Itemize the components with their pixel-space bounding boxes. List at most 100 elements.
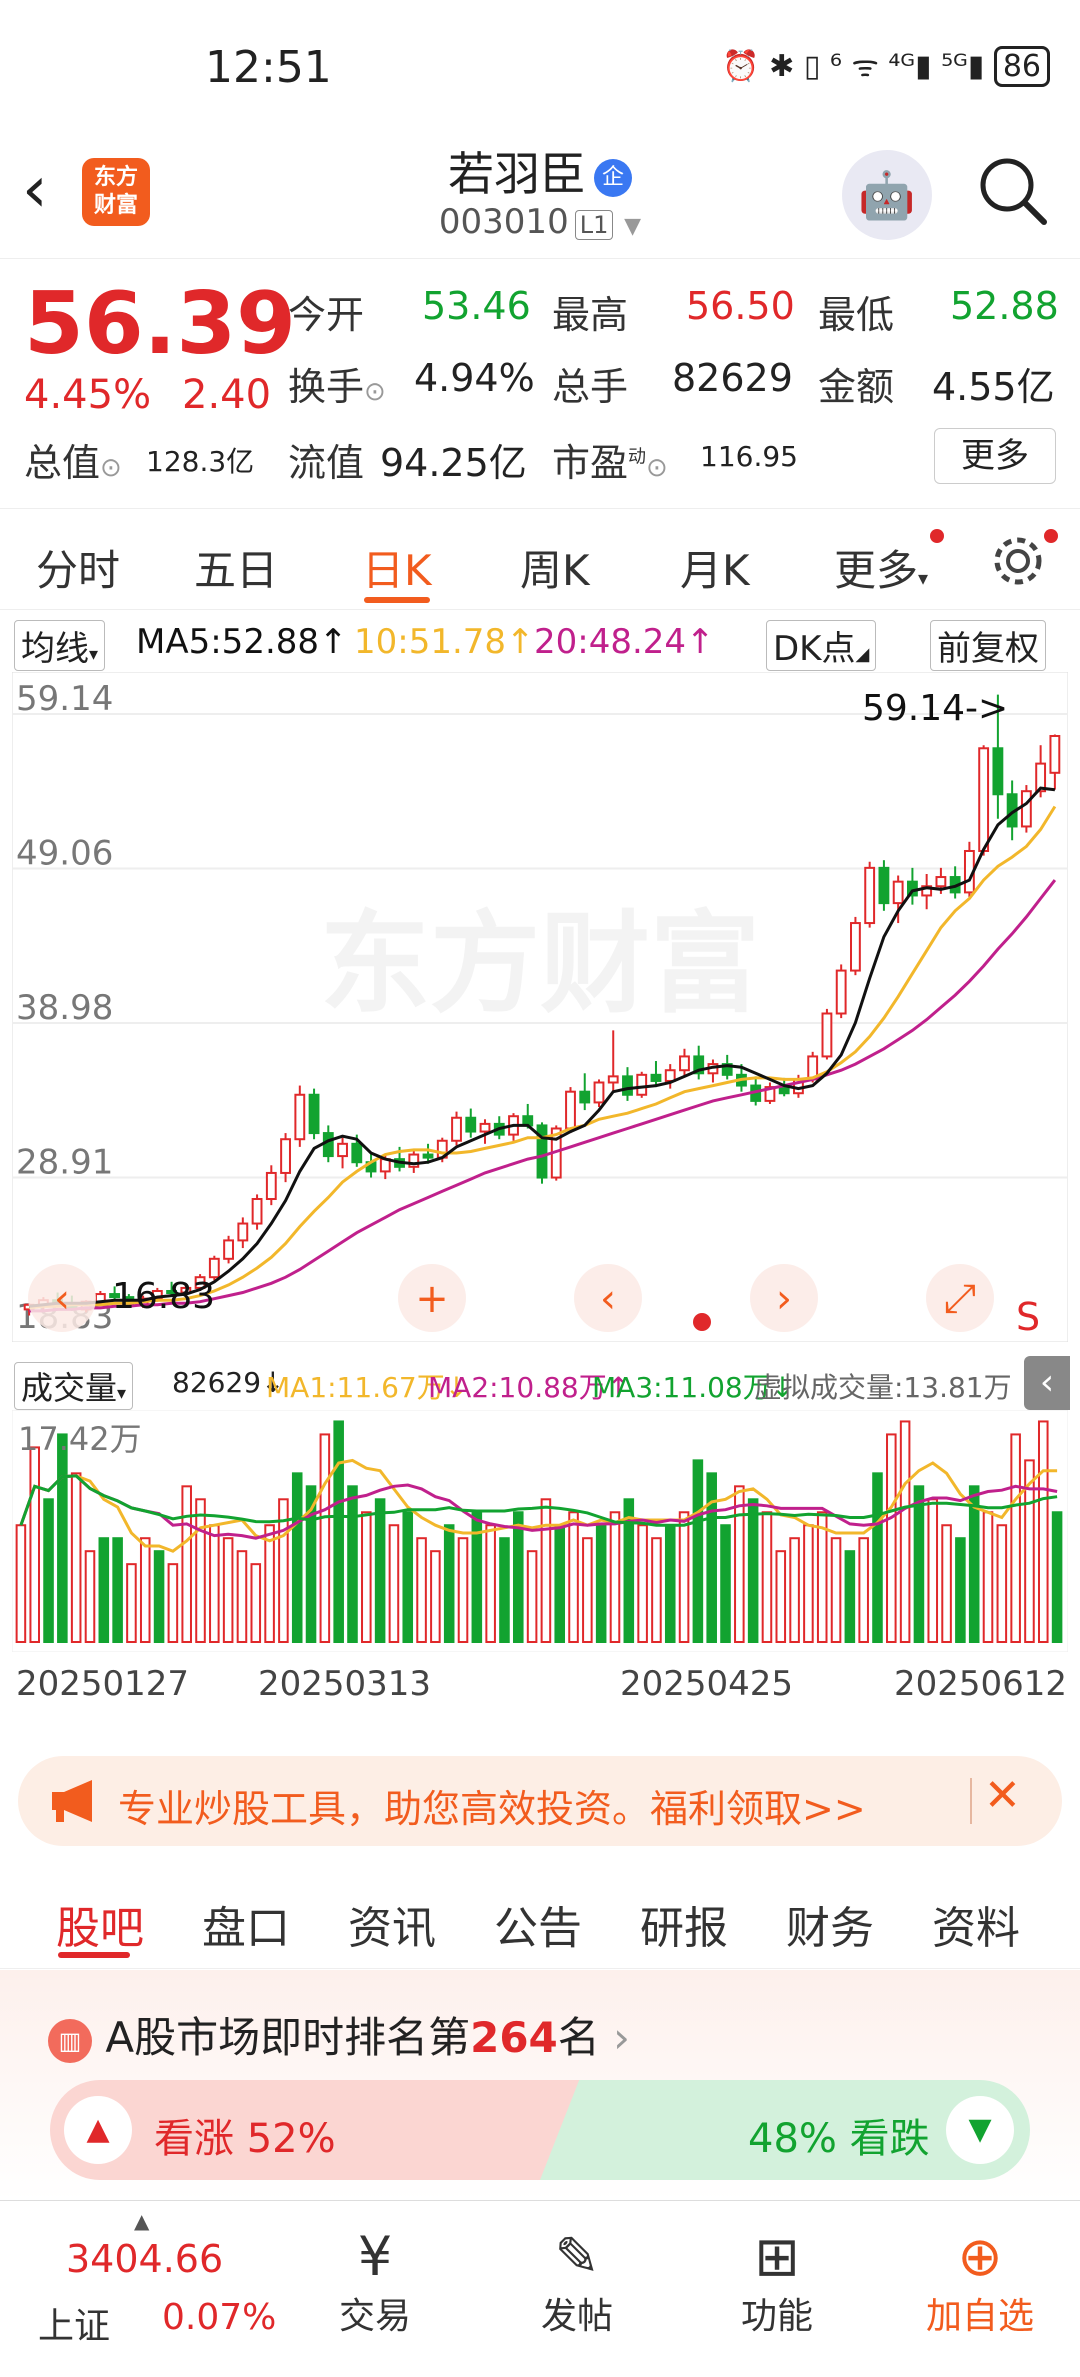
- ma-indicator-bar: 均线▾ MA5:52.88↑ 10:51.78↑ 20:48.24↑ DK点◢ …: [0, 614, 1080, 671]
- volume-bar: [167, 1563, 179, 1643]
- volume-bar: [941, 1524, 952, 1643]
- settings-gear-icon[interactable]: [990, 533, 1046, 589]
- index-value[interactable]: 3404.66: [66, 2237, 224, 2281]
- candle: [465, 1116, 477, 1133]
- tab-monthly-k[interactable]: 月K: [680, 546, 750, 595]
- candle: [422, 1153, 434, 1159]
- float-value: 94.25亿: [380, 441, 527, 485]
- vote-down-icon[interactable]: ▼: [946, 2096, 1014, 2164]
- chart-control-button: [28, 1264, 96, 1332]
- nav-features[interactable]: ⊞ 功能: [722, 2227, 832, 2339]
- collapse-panel-icon[interactable]: ‹: [1024, 1356, 1070, 1410]
- volume-bar: [568, 1511, 579, 1643]
- settings-notification-dot: [1044, 529, 1058, 543]
- promo-banner[interactable]: 专业炒股工具，助您高效投资。福利领取>> ✕: [18, 1756, 1062, 1846]
- megaphone-icon: [52, 1780, 92, 1822]
- candlestick-chart[interactable]: 东方财富59.1449.0638.9828.9118.8359.14->16.8…: [12, 672, 1068, 1342]
- robot-assistant-icon[interactable]: 🤖: [842, 150, 932, 240]
- low-label: 最低: [818, 293, 895, 337]
- active-tab-indicator: [364, 597, 430, 603]
- bullish-bar[interactable]: [50, 2080, 580, 2180]
- volume-bar: [457, 1537, 469, 1644]
- volume-bar: [443, 1524, 455, 1643]
- candle: [1049, 735, 1061, 774]
- tab-more[interactable]: 更多▾: [834, 546, 929, 595]
- stock-name: 若羽臣企: [0, 138, 1080, 204]
- volume-label: 总手: [552, 365, 629, 409]
- volume-bar: [374, 1498, 386, 1644]
- tab-five-day[interactable]: 五日: [194, 546, 279, 595]
- volume-select[interactable]: 成交量▾: [14, 1362, 134, 1410]
- forward-adjust-button[interactable]: 前复权: [930, 620, 1046, 671]
- candle: [821, 1012, 833, 1058]
- tab-handicap[interactable]: 盘口: [202, 1903, 290, 1954]
- page-indicator-dot: [693, 1313, 711, 1331]
- change-value: 2.40: [182, 372, 272, 418]
- grid-icon: ⊞: [754, 2225, 800, 2288]
- y-tick-label: 49.06: [16, 834, 113, 874]
- volume-value: 82629: [672, 356, 793, 400]
- feature-tabs: 股吧 盘口 资讯 公告 研报 财务 资料: [0, 1866, 1080, 1969]
- tab-announcement[interactable]: 公告: [494, 1903, 582, 1954]
- volume-bar: [209, 1524, 220, 1643]
- chart-control-button: [750, 1264, 818, 1332]
- tab-finance[interactable]: 财务: [786, 1903, 874, 1954]
- volume-ma3: MA3:11.08万↓: [592, 1371, 795, 1404]
- volume-bar: [913, 1485, 925, 1643]
- volume-bar: [1051, 1511, 1063, 1643]
- ma20-line: [29, 879, 1057, 1313]
- vote-up-icon[interactable]: ▲: [64, 2096, 132, 2164]
- tab-profile[interactable]: 资料: [932, 1903, 1020, 1954]
- search-icon[interactable]: [976, 154, 1050, 228]
- ma-select[interactable]: 均线▾: [14, 620, 106, 671]
- volume-bar: [278, 1498, 289, 1644]
- nav-add-watchlist[interactable]: ⊕ 加自选: [910, 2227, 1050, 2339]
- more-button[interactable]: 更多: [934, 428, 1056, 484]
- volume-bar: [747, 1498, 759, 1644]
- caret-up-icon: ▲: [134, 2209, 150, 2233]
- candle: [892, 880, 904, 905]
- close-icon[interactable]: ✕: [984, 1770, 1021, 1821]
- candle: [664, 1069, 676, 1082]
- battery-icon: 86: [993, 46, 1050, 87]
- volume-bar: [499, 1537, 510, 1644]
- enterprise-badge-icon: 企: [594, 158, 632, 197]
- volume-bar: [485, 1524, 496, 1643]
- volume-bar: [637, 1524, 648, 1643]
- tab-intraday[interactable]: 分时: [36, 546, 121, 595]
- nav-post[interactable]: ✎ 发帖: [522, 2227, 632, 2339]
- tab-daily-k[interactable]: 日K: [362, 546, 432, 595]
- volume-bar: [886, 1433, 897, 1644]
- candle: [579, 1090, 591, 1104]
- tab-research[interactable]: 研报: [640, 1903, 728, 1954]
- volume-bar: [291, 1472, 303, 1644]
- volume-bar: [15, 1524, 27, 1643]
- dk-point-button[interactable]: DK点◢: [766, 620, 877, 671]
- volume-bar: [430, 1550, 441, 1643]
- nav-trade[interactable]: ¥ 交易: [320, 2227, 430, 2339]
- ma5-line: [28, 786, 1056, 1308]
- stock-code[interactable]: 003010 L1 ▼: [438, 202, 642, 242]
- high-price-label: 59.14->: [862, 688, 1008, 729]
- date-label: 20250612: [894, 1664, 1068, 1704]
- turnover-label: 换手⊙: [288, 365, 386, 409]
- tab-news[interactable]: 资讯: [348, 1903, 436, 1954]
- trade-icon: ¥: [357, 2225, 393, 2288]
- volume-bar: [955, 1537, 966, 1644]
- quote-panel: 56.39 4.45% 2.40 今开 53.46 最高 56.50 最低 52…: [0, 260, 1080, 504]
- candle: [151, 1289, 163, 1300]
- tab-guba[interactable]: 股吧: [56, 1903, 144, 1954]
- tab-weekly-k[interactable]: 周K: [520, 546, 590, 595]
- back-icon[interactable]: ‹: [22, 153, 48, 227]
- volume-bar: [844, 1550, 856, 1643]
- active-tab-indicator: [58, 1952, 130, 1958]
- turnover-value: 4.94%: [414, 356, 535, 400]
- market-rank[interactable]: ▥ A股市场即时排名第264名 ›: [48, 2004, 630, 2065]
- volume-bar: [816, 1511, 828, 1643]
- volume-bar: [789, 1537, 800, 1644]
- volume-bar: [236, 1550, 248, 1643]
- volume-bar: [678, 1511, 690, 1643]
- candle: [251, 1198, 263, 1225]
- amount-label: 金额: [818, 365, 895, 409]
- change-percent: 4.45%: [24, 372, 152, 418]
